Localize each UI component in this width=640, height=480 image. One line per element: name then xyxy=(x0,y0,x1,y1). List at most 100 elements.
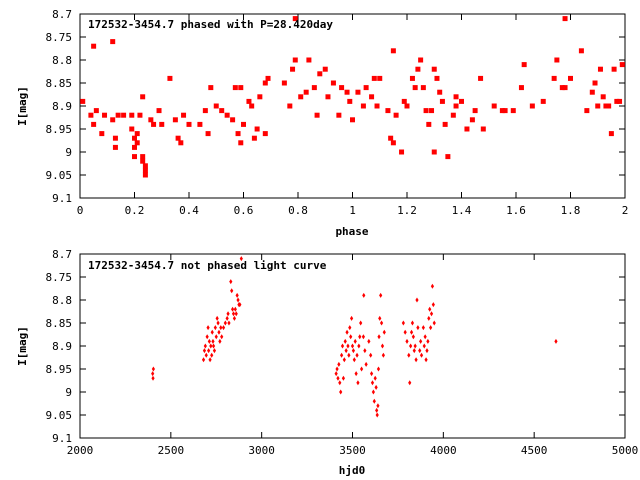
data-point xyxy=(359,366,364,372)
data-point xyxy=(151,371,155,377)
data-point xyxy=(338,380,342,386)
data-point xyxy=(510,108,516,114)
phased-x-tick-label: 0.8 xyxy=(288,204,308,217)
unphased-y-tick-label: 8.7 xyxy=(52,248,72,261)
unphased-x-tick-label: 5000 xyxy=(612,444,639,457)
data-point xyxy=(140,158,146,164)
data-point xyxy=(201,357,206,363)
data-point xyxy=(431,149,437,155)
data-point xyxy=(371,389,375,395)
data-point xyxy=(469,117,475,123)
data-point xyxy=(210,352,214,358)
data-point xyxy=(353,338,357,344)
data-point xyxy=(254,126,260,132)
data-point xyxy=(213,103,219,109)
phased-data-points xyxy=(80,16,625,178)
phased-y-tick-label: 8.8 xyxy=(52,54,72,67)
data-point xyxy=(339,85,345,91)
data-point xyxy=(129,112,135,118)
data-point xyxy=(412,85,418,91)
data-point xyxy=(378,315,382,321)
data-point xyxy=(355,352,359,358)
phased-panel: 0 0.2 0.4 0.6 0.8 1 1.2 1.4 1.6 1.8 2 8.78.758.88.… xyxy=(16,8,628,238)
phased-y-tick-label: 8.7 xyxy=(52,8,72,21)
data-point xyxy=(419,352,424,358)
data-point xyxy=(412,348,416,354)
data-point xyxy=(148,117,154,123)
data-point xyxy=(373,375,377,381)
data-point xyxy=(232,85,238,91)
data-point xyxy=(450,112,456,118)
data-point xyxy=(330,80,336,86)
unphased-x-tick-label: 4000 xyxy=(430,444,457,457)
data-point xyxy=(369,94,375,100)
data-point xyxy=(611,66,617,72)
unphased-y-tick-label: 8.75 xyxy=(46,271,73,284)
data-point xyxy=(167,75,173,81)
data-point xyxy=(348,325,352,331)
data-point xyxy=(197,121,203,127)
data-point xyxy=(262,80,268,86)
unphased-x-tick-label: 2000 xyxy=(67,444,94,457)
data-point xyxy=(429,311,434,317)
data-point xyxy=(375,407,379,413)
unphased-y-tick-label: 9.05 xyxy=(46,409,73,422)
data-point xyxy=(432,320,436,326)
phased-x-axis-label: phase xyxy=(335,225,368,238)
data-point xyxy=(425,348,429,354)
unphased-x-ticks: 2000 2500 3000 3500 4000 4500 5000 xyxy=(67,254,639,457)
data-point xyxy=(178,140,184,146)
data-point xyxy=(426,338,430,344)
data-point xyxy=(205,131,211,137)
data-point xyxy=(480,126,486,132)
data-point xyxy=(344,89,350,95)
data-point xyxy=(357,343,361,349)
data-point xyxy=(344,348,348,354)
data-point xyxy=(342,357,346,363)
phased-x-tick-label: 2 xyxy=(622,204,629,217)
data-point xyxy=(335,366,339,372)
data-point xyxy=(134,131,140,137)
data-point xyxy=(376,366,381,372)
data-point xyxy=(238,302,242,308)
data-point xyxy=(418,57,424,63)
data-point xyxy=(442,121,448,127)
phased-x-tick-label: 1.4 xyxy=(452,204,472,217)
data-point xyxy=(362,292,366,298)
data-point xyxy=(369,352,373,358)
data-point xyxy=(132,144,137,150)
data-point xyxy=(617,98,623,104)
data-point xyxy=(292,16,298,22)
data-point xyxy=(225,315,229,321)
data-point xyxy=(370,380,375,386)
data-point xyxy=(235,131,241,137)
data-point xyxy=(352,357,356,363)
data-point xyxy=(562,16,568,22)
data-point xyxy=(213,325,217,331)
data-point xyxy=(347,98,353,104)
data-point xyxy=(88,112,94,118)
data-point xyxy=(339,389,343,395)
data-point xyxy=(375,412,379,418)
data-point xyxy=(390,140,396,146)
phased-x-tick-label: 0 xyxy=(77,204,84,217)
data-point xyxy=(414,357,418,363)
data-point xyxy=(431,302,435,308)
data-point xyxy=(459,98,464,104)
data-point xyxy=(453,103,459,109)
data-point xyxy=(578,48,584,54)
data-point xyxy=(151,366,155,372)
data-point xyxy=(230,288,234,294)
data-point xyxy=(437,89,443,95)
data-point xyxy=(418,348,422,354)
data-point xyxy=(589,89,595,95)
data-point xyxy=(351,348,356,354)
data-point xyxy=(231,311,236,317)
unphased-y-axis-label: I[mag] xyxy=(16,326,29,366)
data-point xyxy=(360,103,366,109)
data-point xyxy=(379,292,383,298)
data-point xyxy=(211,338,215,344)
data-point xyxy=(372,398,376,404)
data-point xyxy=(419,338,423,344)
